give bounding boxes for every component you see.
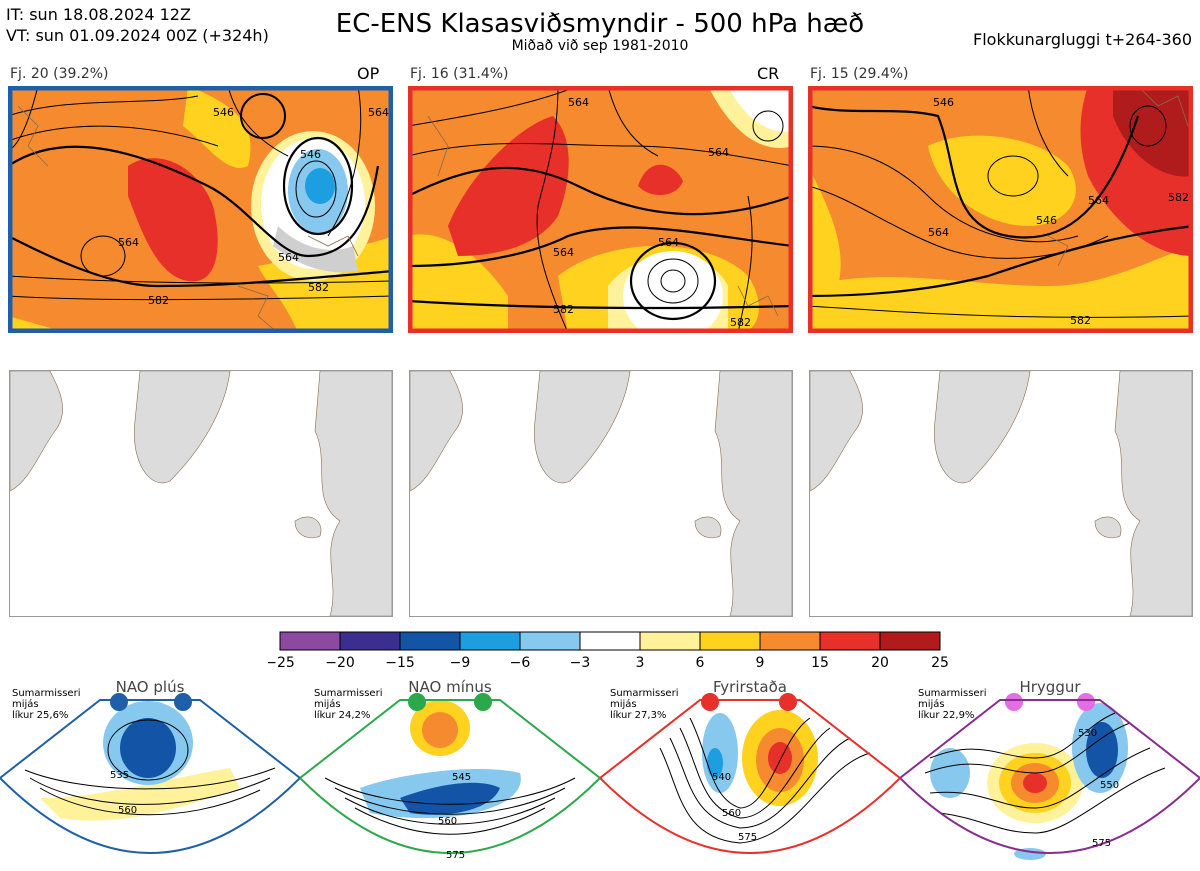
panel-3-label: Fj. 15 (29.4%) bbox=[810, 66, 909, 82]
contour-label: 560 bbox=[118, 805, 137, 816]
contour-label: 564 bbox=[568, 96, 589, 109]
legend-swatch bbox=[759, 631, 821, 651]
contour-label: 564 bbox=[658, 236, 679, 249]
regime-title: NAO mínus bbox=[408, 678, 492, 696]
classification-window: Flokkunargluggi t+264-360 bbox=[973, 30, 1192, 49]
regime-nao-minus: NAO mínus Sumarmisseri mijás líkur 24,2% 5… bbox=[300, 678, 600, 871]
contour-label: 564 bbox=[278, 251, 299, 264]
base-map-2 bbox=[409, 370, 793, 617]
panel-1-tag: OP bbox=[357, 64, 380, 83]
contour-label: 545 bbox=[452, 772, 471, 783]
contour-label: 535 bbox=[110, 770, 129, 781]
legend-tick-label: 9 bbox=[756, 655, 765, 671]
contour-label: 546 bbox=[933, 96, 954, 109]
legend-tick-label: −25 bbox=[268, 655, 295, 671]
panel-2-frame bbox=[408, 86, 793, 333]
contour-label: 546 bbox=[213, 106, 234, 119]
contour-label: 564 bbox=[928, 226, 949, 239]
legend-swatch bbox=[699, 631, 761, 651]
legend-tick-label: −20 bbox=[325, 655, 355, 671]
contour-label: 564 bbox=[1088, 194, 1109, 207]
legend-tick-label: 25 bbox=[931, 655, 949, 671]
valid-time: VT: sun 01.09.2024 00Z (+324h) bbox=[6, 26, 269, 45]
init-time-block: IT: sun 18.08.2024 12Z VT: sun 01.09.202… bbox=[6, 4, 269, 46]
panel-3-frame bbox=[808, 86, 1193, 333]
regime-title: NAO plús bbox=[115, 678, 185, 696]
legend-tick-label: −3 bbox=[570, 655, 591, 671]
regime-ridge: Hryggur Sumarmisseri mijás líkur 22,9% 530… bbox=[900, 678, 1200, 871]
legend-tick-label: 20 bbox=[871, 655, 889, 671]
init-time: IT: sun 18.08.2024 12Z bbox=[6, 5, 191, 24]
legend-swatch bbox=[339, 631, 401, 651]
regime-title: Hryggur bbox=[1019, 678, 1081, 696]
contour-label: 564 bbox=[368, 106, 389, 119]
cluster-map-1[interactable]: 564 546 546 564 582 582 564 bbox=[8, 86, 393, 333]
contour-label: 582 bbox=[1070, 314, 1091, 327]
contour-label: 564 bbox=[118, 236, 139, 249]
cluster-map-2[interactable]: 564 564 564 564 582 582 bbox=[408, 86, 793, 333]
legend-swatch bbox=[819, 631, 881, 651]
contour-label: 560 bbox=[722, 808, 741, 819]
contour-label: 564 bbox=[708, 146, 729, 159]
panel-1-frame bbox=[8, 86, 393, 333]
contour-label: 575 bbox=[446, 850, 465, 861]
legend-tick-label: −6 bbox=[510, 655, 531, 671]
legend-swatch bbox=[279, 631, 341, 651]
contour-label: 575 bbox=[738, 832, 757, 843]
regime-info: Sumarmisseri mijás líkur 24,2% bbox=[314, 688, 383, 721]
legend-tick-label: 15 bbox=[811, 655, 829, 671]
regime-blocking: Fyrirstaða Sumarmisseri mijás líkur 27,3% … bbox=[600, 678, 900, 871]
legend-swatch bbox=[579, 631, 641, 651]
legend-swatch bbox=[639, 631, 701, 651]
contour-label: 582 bbox=[308, 281, 329, 294]
legend-swatch bbox=[399, 631, 461, 651]
color-legend: −25 −20 −15 −9 −6 −3 3 6 9 15 20 25 bbox=[265, 630, 958, 680]
regime-info: Sumarmisseri mijás líkur 25,6% bbox=[12, 688, 81, 721]
contour-label: 564 bbox=[553, 246, 574, 259]
base-map-3 bbox=[809, 370, 1193, 617]
legend-swatch bbox=[879, 631, 941, 651]
contour-label: 540 bbox=[712, 772, 731, 783]
contour-label: 530 bbox=[1078, 728, 1097, 739]
legend-tick-label: −15 bbox=[385, 655, 415, 671]
legend-tick-label: 3 bbox=[636, 655, 645, 671]
legend-tick-label: 6 bbox=[696, 655, 705, 671]
panel-2-tag: CR bbox=[757, 64, 780, 83]
page-subtitle: Miðað við sep 1981-2010 bbox=[511, 38, 689, 54]
legend-swatch bbox=[459, 631, 521, 651]
cluster-map-3[interactable]: 546 564 546 564 582 582 bbox=[808, 86, 1193, 333]
regime-nao-plus: NAO plús Sumarmisseri mijás líkur 25,6% 53… bbox=[0, 678, 300, 871]
legend-tick-label: −9 bbox=[450, 655, 471, 671]
page-title: EC-ENS Klasasviðsmyndir - 500 hPa hæð bbox=[335, 9, 865, 39]
panel-1-label: Fj. 20 (39.2%) bbox=[10, 66, 109, 82]
contour-label: 582 bbox=[148, 294, 169, 307]
contour-label: 582 bbox=[1168, 191, 1189, 204]
contour-label: 582 bbox=[553, 303, 574, 316]
contour-label: 575 bbox=[1092, 838, 1111, 849]
contour-label: 582 bbox=[730, 316, 751, 329]
contour-label: 560 bbox=[438, 816, 457, 827]
contour-label: 546 bbox=[1036, 214, 1057, 227]
legend-swatch bbox=[519, 631, 581, 651]
regime-title: Fyrirstaða bbox=[713, 678, 787, 696]
regime-info: Sumarmisseri mijás líkur 22,9% bbox=[918, 688, 987, 721]
base-map-1 bbox=[9, 370, 393, 617]
contour-label: 546 bbox=[300, 148, 321, 161]
regime-info: Sumarmisseri mijás líkur 27,3% bbox=[610, 688, 679, 721]
contour-label: 550 bbox=[1100, 780, 1119, 791]
panel-2-label: Fj. 16 (31.4%) bbox=[410, 66, 509, 82]
